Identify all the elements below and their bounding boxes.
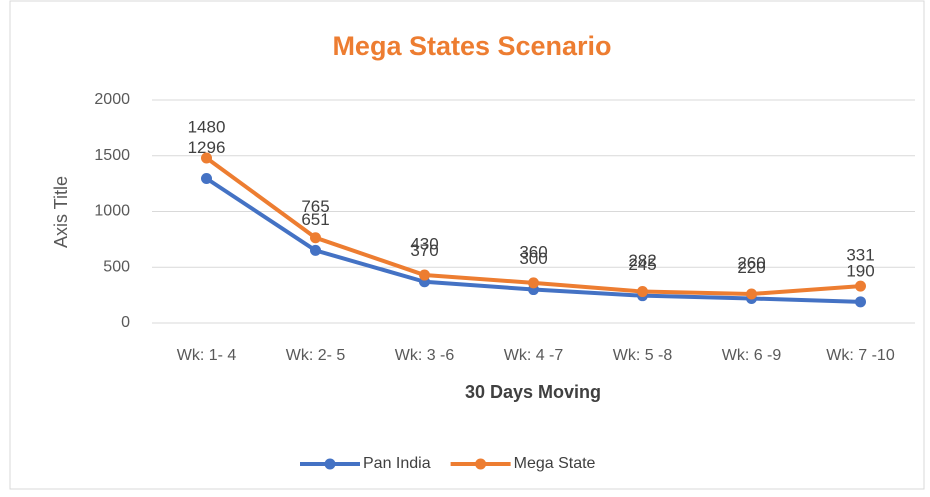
point [201, 152, 212, 164]
data-label: 300 [519, 249, 547, 268]
point [528, 277, 539, 289]
data-label: 1480 [188, 117, 226, 136]
x-tick-label: Wk: 7 -10 [826, 347, 895, 364]
x-tick-label: Wk: 2- 5 [286, 347, 346, 364]
legend-marker [324, 458, 336, 470]
point [419, 269, 430, 281]
x-tick-label: Wk: 1- 4 [177, 347, 237, 364]
x-axis-title: 30 Days Moving [465, 382, 601, 402]
point [310, 244, 321, 256]
legend-label: Mega State [514, 455, 596, 472]
y-tick-label: 500 [103, 258, 130, 275]
y-tick-label: 0 [121, 314, 130, 331]
data-label: 331 [846, 246, 874, 265]
y-axis-title: Axis Title [51, 176, 71, 248]
point [746, 288, 757, 300]
data-label: 245 [628, 255, 656, 274]
data-label: 1296 [188, 138, 226, 157]
x-tick-label: Wk: 3 -6 [395, 347, 455, 364]
point [855, 296, 866, 308]
data-label: 370 [410, 241, 438, 260]
x-tick-label: Wk: 6 -9 [722, 347, 782, 364]
data-label: 282 [628, 251, 656, 270]
data-label: 260 [737, 253, 765, 272]
data-label: 765 [301, 197, 329, 216]
point [201, 172, 212, 184]
data-label: 220 [737, 258, 765, 277]
data-label: 360 [519, 242, 547, 261]
y-tick-label: 1500 [94, 147, 130, 164]
data-label: 651 [301, 210, 329, 229]
point [637, 286, 648, 298]
chart-title: Mega States Scenario [332, 31, 611, 61]
legend-marker [475, 458, 487, 470]
x-tick-label: Wk: 5 -8 [613, 347, 673, 364]
chart-border [9, 0, 925, 490]
y-tick-label: 2000 [94, 91, 130, 108]
data-label: 190 [846, 261, 874, 280]
data-label: 430 [410, 235, 438, 254]
point [855, 280, 866, 292]
point [310, 232, 321, 244]
y-tick-label: 1000 [94, 203, 130, 220]
x-tick-label: Wk: 4 -7 [504, 347, 564, 364]
legend-label: Pan India [363, 455, 431, 472]
